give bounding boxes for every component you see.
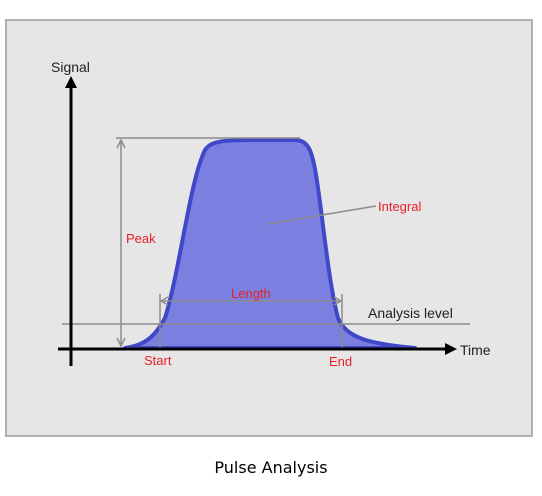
x-axis-arrowhead: [445, 343, 457, 355]
end-label: End: [329, 354, 352, 369]
figure-caption: Pulse Analysis: [214, 458, 328, 477]
y-axis-arrowhead: [65, 76, 77, 88]
start-label: Start: [144, 353, 172, 368]
analysis-level-label: Analysis level: [368, 305, 453, 321]
integral-label: Integral: [378, 199, 421, 214]
pulse-area: [123, 138, 417, 350]
integral-pointer: [267, 205, 377, 225]
peak-label: Peak: [126, 231, 156, 246]
y-axis-label: Signal: [51, 59, 90, 75]
x-axis-label: Time: [460, 342, 491, 358]
pulse-diagram: Signal Time Peak Integral Length Analysi…: [51, 59, 491, 369]
length-label: Length: [231, 286, 271, 301]
